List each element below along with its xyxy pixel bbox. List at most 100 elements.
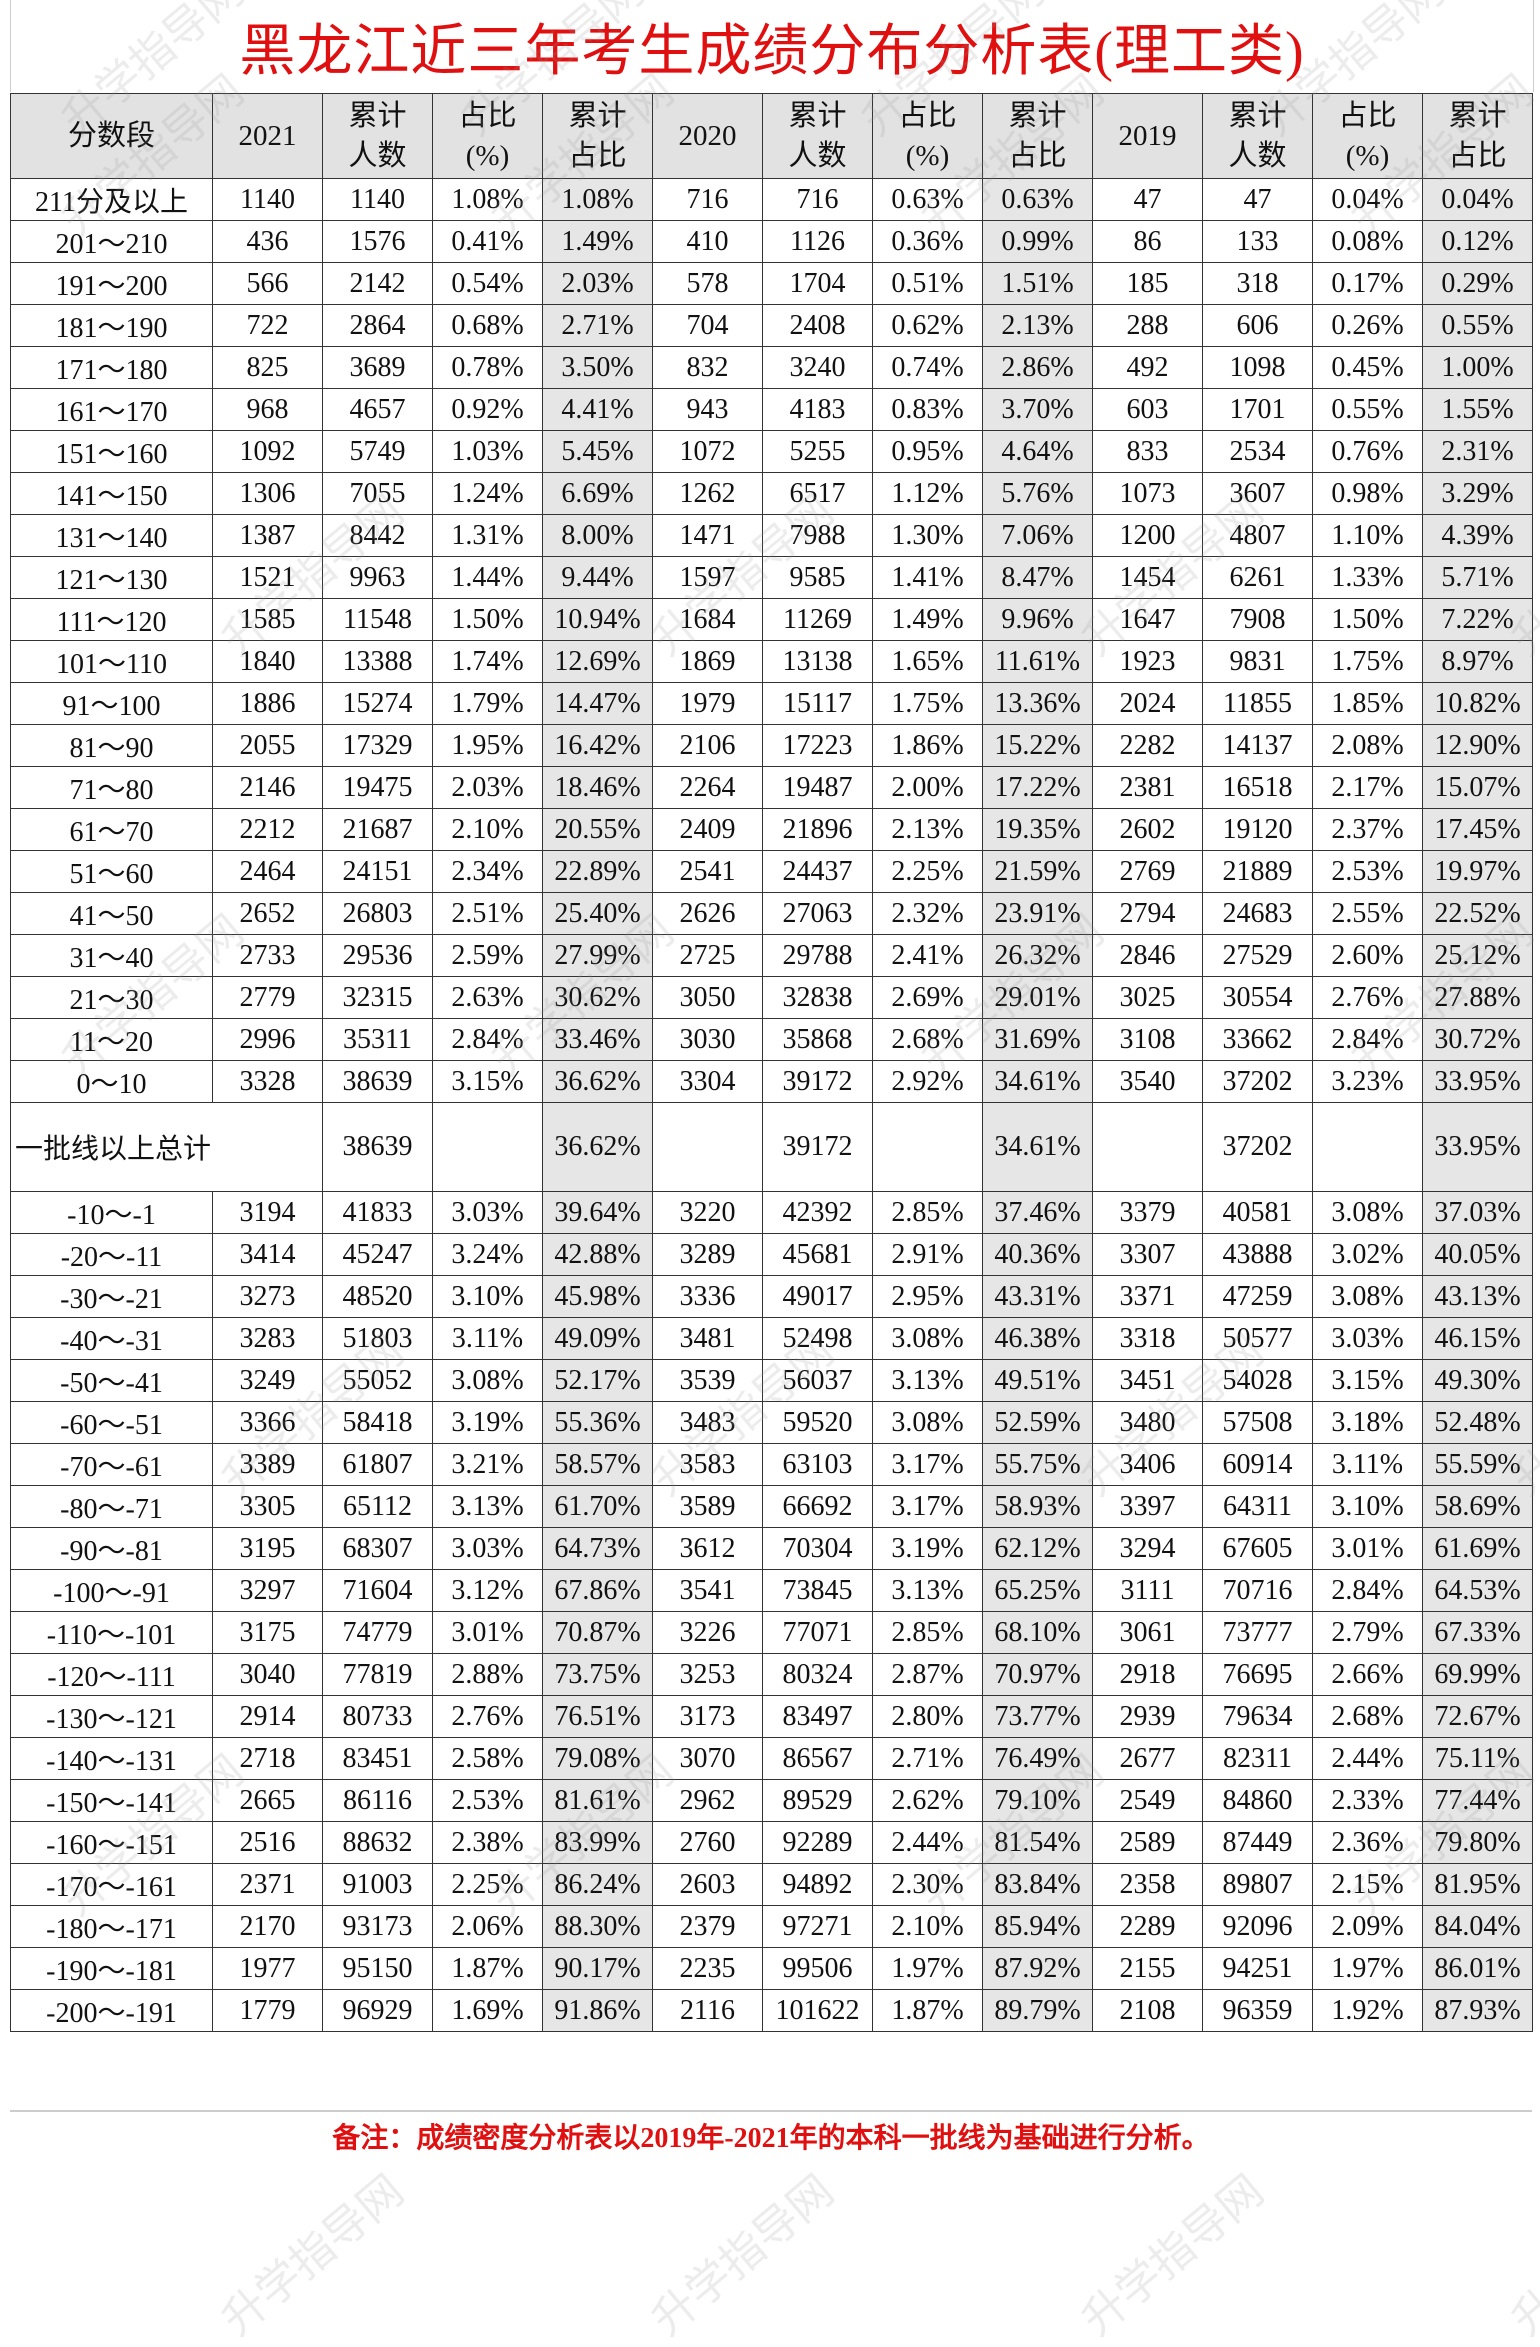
table-row: 181～190 722 2864 0.68% 2.71% 704 2408 0.62% 2.13… — [10, 304, 1533, 347]
data-cell: 2665 — [212, 1779, 323, 1822]
data-cell: 3289 — [652, 1233, 763, 1276]
data-cell: 5255 — [762, 430, 873, 473]
data-cell: 3607 — [1202, 472, 1313, 515]
data-cell: 1140 — [322, 178, 433, 221]
data-cell: 3.29% — [1422, 472, 1533, 515]
data-cell: 3.12% — [432, 1569, 543, 1612]
data-cell: 2.58% — [432, 1737, 543, 1780]
data-cell: 3397 — [1092, 1485, 1203, 1528]
data-cell: 15117 — [762, 682, 873, 725]
data-cell: 58418 — [322, 1401, 433, 1444]
data-cell: 16518 — [1202, 766, 1313, 809]
data-cell: 1.97% — [872, 1947, 983, 1990]
data-cell: 0.83% — [872, 388, 983, 431]
table-row: 41～50 2652 26803 2.51% 25.40% 2626 27063 2.32% 2… — [10, 892, 1533, 935]
data-cell: 1701 — [1202, 388, 1313, 431]
data-cell: 1098 — [1202, 346, 1313, 389]
data-cell: 2.95% — [872, 1275, 983, 1318]
table-row: 191～200 566 2142 0.54% 2.03% 578 1704 0.51% 1.51… — [10, 262, 1533, 305]
data-cell: 35311 — [322, 1018, 433, 1061]
data-cell: 0.04% — [1422, 178, 1533, 221]
data-cell: 2.69% — [872, 976, 983, 1019]
data-cell: 578 — [652, 262, 763, 305]
data-cell: 2846 — [1092, 934, 1203, 977]
data-cell: 2024 — [1092, 682, 1203, 725]
data-cell: 83.84% — [982, 1863, 1093, 1906]
data-cell: 31.69% — [982, 1018, 1093, 1061]
data-cell: 77.44% — [1422, 1779, 1533, 1822]
data-cell: 64311 — [1202, 1485, 1313, 1528]
score-range-cell: -130～-121 — [10, 1695, 213, 1738]
data-cell: 21.59% — [982, 850, 1093, 893]
data-cell: 72.67% — [1422, 1695, 1533, 1738]
data-cell: 6.69% — [542, 472, 653, 515]
table-row: 111～120 1585 11548 1.50% 10.94% 1684 11269 1.49… — [10, 598, 1533, 641]
data-cell: 5.45% — [542, 430, 653, 473]
data-cell: 81.54% — [982, 1821, 1093, 1864]
data-cell: 73.77% — [982, 1695, 1093, 1738]
data-cell: 95150 — [322, 1947, 433, 1990]
data-cell: 61807 — [322, 1443, 433, 1486]
data-cell: 1.74% — [432, 640, 543, 683]
data-cell: 13138 — [762, 640, 873, 683]
data-cell: 26803 — [322, 892, 433, 935]
data-cell: 54028 — [1202, 1359, 1313, 1402]
data-cell: 29788 — [762, 934, 873, 977]
data-cell: 1.79% — [432, 682, 543, 725]
data-cell: 3.19% — [872, 1527, 983, 1570]
data-cell: 3.17% — [872, 1443, 983, 1486]
data-cell: 84.04% — [1422, 1905, 1533, 1948]
data-cell: 45.98% — [542, 1275, 653, 1318]
data-cell: 3583 — [652, 1443, 763, 1486]
data-cell: 1684 — [652, 598, 763, 641]
data-cell: 9.44% — [542, 556, 653, 599]
data-cell: 1.95% — [432, 724, 543, 767]
data-cell: 2.76% — [432, 1695, 543, 1738]
data-cell: 27.99% — [542, 934, 653, 977]
data-cell: 2358 — [1092, 1863, 1203, 1906]
data-cell: 3220 — [652, 1191, 763, 1234]
data-cell: 3253 — [652, 1653, 763, 1696]
data-cell: 86567 — [762, 1737, 873, 1780]
data-cell: 79.08% — [542, 1737, 653, 1780]
score-range-cell: 161～170 — [10, 388, 213, 431]
table-row: -190～-181 1977 95150 1.87% 90.17% 2235 99506 1.… — [10, 1947, 1533, 1990]
data-cell: 2.32% — [872, 892, 983, 935]
data-cell: 704 — [652, 304, 763, 347]
data-cell: 1597 — [652, 556, 763, 599]
data-cell: 832 — [652, 346, 763, 389]
data-cell: 2.31% — [1422, 430, 1533, 473]
data-cell: 17223 — [762, 724, 873, 767]
column-header: 累计 占比 — [982, 93, 1093, 179]
data-cell: 2996 — [212, 1018, 323, 1061]
data-cell: 3.08% — [872, 1401, 983, 1444]
data-cell: 58.57% — [542, 1443, 653, 1486]
data-cell: 30.62% — [542, 976, 653, 1019]
data-cell: 77819 — [322, 1653, 433, 1696]
data-cell: 3050 — [652, 976, 763, 1019]
data-cell: 11269 — [762, 598, 873, 641]
data-cell: 3371 — [1092, 1275, 1203, 1318]
data-cell: 2.06% — [432, 1905, 543, 1948]
score-range-cell: 81～90 — [10, 724, 213, 767]
data-cell: 52.59% — [982, 1401, 1093, 1444]
data-cell: 1.75% — [872, 682, 983, 725]
table-row: 151～160 1092 5749 1.03% 5.45% 1072 5255 0.95% 4.… — [10, 430, 1533, 473]
data-cell: 3612 — [652, 1527, 763, 1570]
data-cell: 70.97% — [982, 1653, 1093, 1696]
data-cell: 0.54% — [432, 262, 543, 305]
data-cell: 3.17% — [872, 1485, 983, 1528]
data-cell: 3297 — [212, 1569, 323, 1612]
summary-cell: 39172 — [762, 1102, 873, 1192]
data-cell: 3.13% — [432, 1485, 543, 1528]
data-cell: 2408 — [762, 304, 873, 347]
data-cell: 43.31% — [982, 1275, 1093, 1318]
data-cell: 42.88% — [542, 1233, 653, 1276]
data-cell: 2.09% — [1312, 1905, 1423, 1948]
data-cell: 67.86% — [542, 1569, 653, 1612]
data-cell: 436 — [212, 220, 323, 263]
data-cell: 35868 — [762, 1018, 873, 1061]
data-cell: 0.17% — [1312, 262, 1423, 305]
data-cell: 2.76% — [1312, 976, 1423, 1019]
data-cell: 11.61% — [982, 640, 1093, 683]
